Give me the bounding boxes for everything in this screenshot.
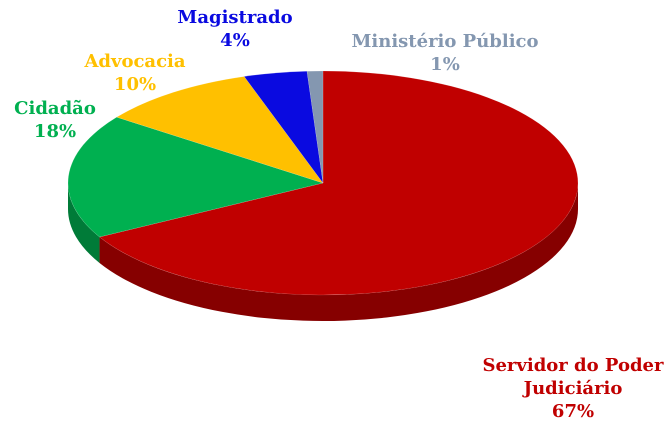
category-label: Ministério Público	[351, 31, 539, 52]
category-label: Advocacia	[84, 51, 186, 72]
value-label: 4%	[220, 30, 250, 51]
slice-side	[68, 183, 100, 263]
value-label: 18%	[33, 121, 77, 142]
slice-label: Advocacia 10%	[60, 50, 210, 96]
category-label: Servidor do Poder Judiciário	[482, 355, 664, 399]
slice-label: Ministério Público 1%	[325, 30, 565, 76]
slice	[306, 70, 324, 184]
slice	[116, 76, 324, 184]
slice-side	[99, 183, 578, 322]
slice-label: Cidadão 18%	[0, 97, 115, 143]
category-label: Cidadão	[14, 98, 96, 119]
value-label: 1%	[430, 54, 460, 75]
value-label: 10%	[113, 74, 157, 95]
value-label: 67%	[551, 401, 595, 422]
slice	[243, 70, 324, 184]
category-label: Magistrado	[177, 7, 293, 28]
slice-label: Servidor do Poder Judiciário 67%	[478, 354, 665, 423]
slice-label: Magistrado 4%	[155, 6, 315, 52]
slice	[67, 116, 324, 238]
slice	[98, 70, 579, 296]
